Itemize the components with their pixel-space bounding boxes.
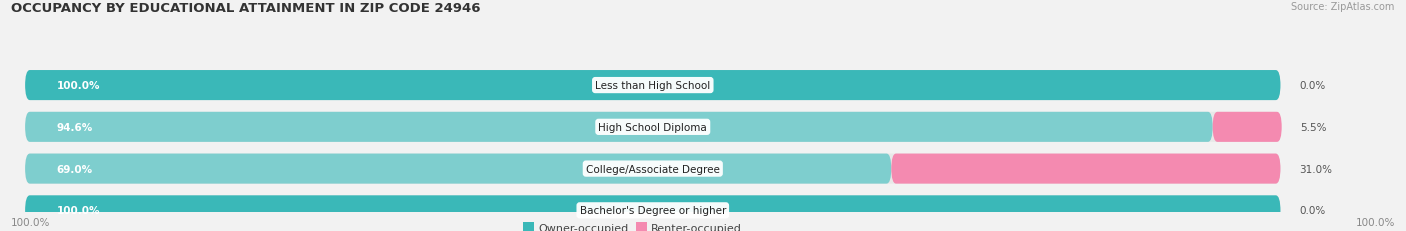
Text: College/Associate Degree: College/Associate Degree	[586, 164, 720, 174]
Text: 5.5%: 5.5%	[1301, 122, 1327, 132]
Text: Source: ZipAtlas.com: Source: ZipAtlas.com	[1291, 2, 1395, 12]
Text: OCCUPANCY BY EDUCATIONAL ATTAINMENT IN ZIP CODE 24946: OCCUPANCY BY EDUCATIONAL ATTAINMENT IN Z…	[11, 2, 481, 15]
Text: 31.0%: 31.0%	[1299, 164, 1333, 174]
Text: 100.0%: 100.0%	[56, 81, 100, 91]
Text: 100.0%: 100.0%	[1355, 217, 1395, 227]
Text: 69.0%: 69.0%	[56, 164, 93, 174]
Legend: Owner-occupied, Renter-occupied: Owner-occupied, Renter-occupied	[519, 218, 747, 231]
FancyBboxPatch shape	[1212, 112, 1282, 142]
FancyBboxPatch shape	[25, 112, 1281, 142]
Text: Bachelor's Degree or higher: Bachelor's Degree or higher	[579, 205, 725, 216]
Text: Less than High School: Less than High School	[595, 81, 710, 91]
FancyBboxPatch shape	[25, 195, 1281, 225]
FancyBboxPatch shape	[25, 112, 1212, 142]
FancyBboxPatch shape	[25, 154, 891, 184]
Text: 100.0%: 100.0%	[11, 217, 51, 227]
FancyBboxPatch shape	[25, 71, 1281, 101]
Text: 0.0%: 0.0%	[1299, 81, 1326, 91]
Text: 100.0%: 100.0%	[56, 205, 100, 216]
FancyBboxPatch shape	[25, 154, 1281, 184]
FancyBboxPatch shape	[25, 71, 1281, 101]
Text: High School Diploma: High School Diploma	[599, 122, 707, 132]
FancyBboxPatch shape	[891, 154, 1281, 184]
Text: 0.0%: 0.0%	[1299, 205, 1326, 216]
FancyBboxPatch shape	[25, 195, 1281, 225]
Text: 94.6%: 94.6%	[56, 122, 93, 132]
